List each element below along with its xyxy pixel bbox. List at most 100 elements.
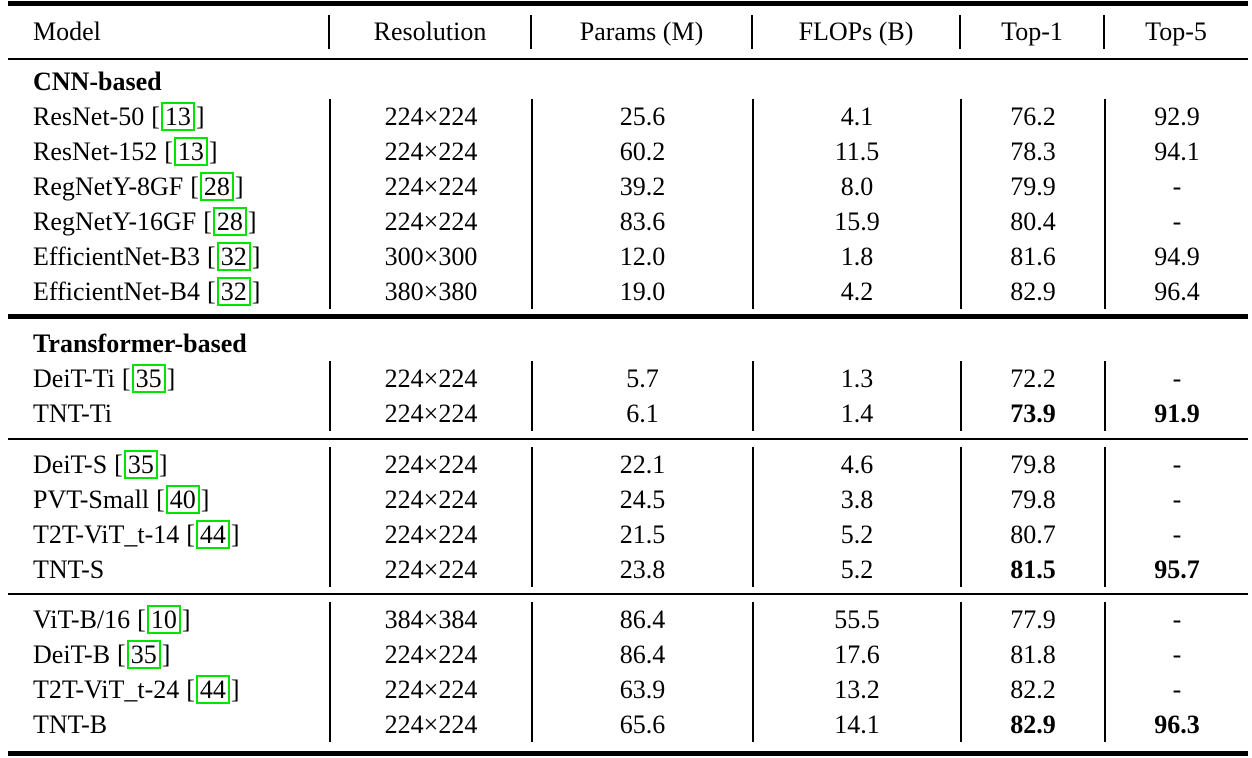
- flops-cell: 8.0: [752, 169, 960, 204]
- params-cell: 12.0: [531, 239, 752, 274]
- top1-cell: 79.8: [960, 447, 1104, 482]
- citation: [40]: [156, 485, 209, 514]
- col-header-top5: Top-5: [1104, 12, 1248, 52]
- model-name: ViT-B/16: [33, 605, 131, 634]
- top1-cell: 82.2: [960, 672, 1104, 707]
- citation-link[interactable]: 28: [212, 207, 247, 236]
- citation-bracket-open: [: [114, 450, 123, 479]
- top5-cell: -: [1104, 517, 1248, 552]
- citation-link[interactable]: 13: [160, 102, 195, 131]
- col-header-top1: Top-1: [960, 12, 1104, 52]
- model-cell: DeiT-Ti[35]: [8, 361, 329, 396]
- params-cell: 60.2: [531, 134, 752, 169]
- top1-cell: 82.9: [960, 274, 1104, 309]
- top5-cell: -: [1104, 204, 1248, 239]
- model-name: TNT-Ti: [33, 399, 113, 428]
- resolution-cell: 224×224: [329, 637, 531, 672]
- model-name: ResNet-152: [33, 137, 158, 166]
- citation-link[interactable]: 35: [123, 450, 158, 479]
- model-cell: DeiT-B[35]: [8, 637, 329, 672]
- citation: [35]: [114, 450, 168, 479]
- params-cell: 21.5: [531, 517, 752, 552]
- citation-link[interactable]: 13: [173, 137, 208, 166]
- top5-cell: -: [1104, 482, 1248, 517]
- model-cell: TNT-S: [8, 552, 329, 587]
- model-cell: TNT-B: [8, 707, 329, 742]
- citation-bracket-open: [: [186, 520, 195, 549]
- citation-bracket-open: [: [121, 364, 131, 393]
- top5-cell: 94.1: [1104, 134, 1248, 169]
- table-row: ResNet-152[13] 224×224 60.2 11.5 78.3 94…: [8, 134, 1248, 169]
- params-cell: 86.4: [531, 602, 752, 637]
- table-header-row: Model Resolution Params (M) FLOPs (B) To…: [8, 6, 1248, 58]
- citation-link[interactable]: 35: [131, 364, 166, 393]
- citation-bracket-open: [: [151, 102, 160, 131]
- citation-bracket-open: [: [190, 172, 199, 201]
- model-cell: RegNetY-8GF[28]: [8, 169, 329, 204]
- citation: [35]: [122, 364, 175, 393]
- col-header-model: Model: [33, 17, 101, 46]
- top5-cell: -: [1104, 672, 1248, 707]
- resolution-cell: 384×384: [329, 602, 531, 637]
- model-name: DeiT-S: [33, 450, 108, 479]
- table-row: TNT-Ti 224×224 6.1 1.4 73.9 91.9: [8, 396, 1248, 431]
- resolution-cell: 224×224: [329, 672, 531, 707]
- citation-link[interactable]: 35: [126, 640, 161, 669]
- citation-link[interactable]: 10: [146, 605, 181, 634]
- citation: [35]: [117, 640, 170, 669]
- params-cell: 6.1: [531, 396, 752, 431]
- citation-link[interactable]: 40: [165, 485, 200, 514]
- citation-bracket-close: ]: [230, 675, 240, 704]
- top1-cell: 79.9: [960, 169, 1104, 204]
- citation-link[interactable]: 44: [195, 520, 230, 549]
- flops-cell: 5.2: [752, 552, 960, 587]
- table-row: PVT-Small[40] 224×224 24.5 3.8 79.8 -: [8, 482, 1248, 517]
- model-name: ResNet-50: [33, 102, 145, 131]
- col-header-params: Params (M): [531, 12, 752, 52]
- resolution-cell: 224×224: [329, 169, 531, 204]
- resolution-cell: 224×224: [329, 396, 531, 431]
- params-cell: 25.6: [531, 99, 752, 134]
- section-title: CNN-based: [33, 67, 162, 96]
- table-row: ResNet-50[13] 224×224 25.6 4.1 76.2 92.9: [8, 99, 1248, 134]
- table-section: CNN-based ResNet-50[13] 224×224 25.6 4.1…: [8, 60, 1248, 314]
- citation-link[interactable]: 32: [216, 277, 251, 306]
- top1-cell: 73.9: [960, 396, 1104, 431]
- model-cell: T2T-ViT_t-14[44]: [8, 517, 329, 552]
- model-name: RegNetY-16GF: [33, 207, 197, 236]
- top1-cell: 79.8: [960, 482, 1104, 517]
- citation: [10]: [137, 605, 191, 634]
- section-title: Transformer-based: [33, 329, 247, 358]
- top1-cell: 76.2: [960, 99, 1104, 134]
- citation-link[interactable]: 28: [199, 172, 234, 201]
- resolution-cell: 224×224: [329, 447, 531, 482]
- params-cell: 86.4: [531, 637, 752, 672]
- citation-link[interactable]: 44: [195, 675, 230, 704]
- table-row: RegNetY-8GF[28] 224×224 39.2 8.0 79.9 -: [8, 169, 1248, 204]
- model-cell: RegNetY-16GF[28]: [8, 204, 329, 239]
- top1-cell: 82.9: [960, 707, 1104, 742]
- params-cell: 39.2: [531, 169, 752, 204]
- citation-bracket-open: [: [137, 605, 146, 634]
- flops-cell: 5.2: [752, 517, 960, 552]
- citation: [32]: [207, 242, 260, 271]
- resolution-cell: 224×224: [329, 517, 531, 552]
- params-cell: 24.5: [531, 482, 752, 517]
- table-section: Transformer-based DeiT-Ti[35] 224×224 5.…: [8, 319, 1248, 438]
- citation-link[interactable]: 32: [216, 242, 251, 271]
- model-name: DeiT-B: [33, 640, 111, 669]
- citation-bracket-open: [: [156, 485, 165, 514]
- resolution-cell: 224×224: [329, 361, 531, 396]
- top5-cell: -: [1104, 361, 1248, 396]
- top5-cell: 92.9: [1104, 99, 1248, 134]
- col-header-resolution: Resolution: [329, 12, 531, 52]
- top5-cell: 96.4: [1104, 274, 1248, 309]
- citation-bracket-close: ]: [195, 102, 205, 131]
- flops-cell: 1.4: [752, 396, 960, 431]
- flops-cell: 11.5: [752, 134, 960, 169]
- resolution-cell: 224×224: [329, 707, 531, 742]
- citation-bracket-close: ]: [230, 520, 240, 549]
- model-name: T2T-ViT_t-14: [33, 520, 180, 549]
- citation: [28]: [190, 172, 244, 201]
- table-row: TNT-B 224×224 65.6 14.1 82.9 96.3: [8, 707, 1248, 742]
